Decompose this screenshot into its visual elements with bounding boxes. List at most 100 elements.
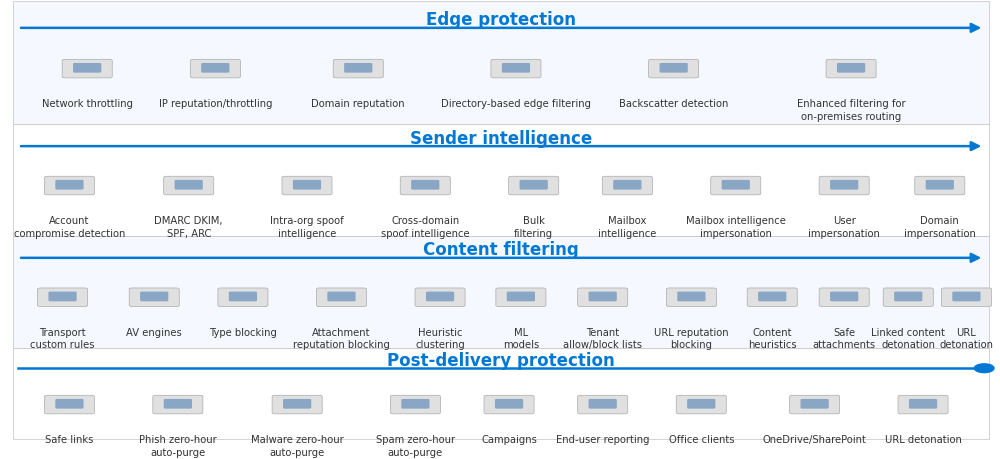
- FancyBboxPatch shape: [747, 288, 797, 307]
- FancyBboxPatch shape: [509, 176, 559, 195]
- FancyBboxPatch shape: [44, 395, 94, 414]
- FancyBboxPatch shape: [316, 288, 367, 307]
- FancyBboxPatch shape: [44, 176, 94, 195]
- Text: Enhanced filtering for
on-premises routing: Enhanced filtering for on-premises routi…: [797, 99, 905, 122]
- FancyBboxPatch shape: [415, 288, 465, 307]
- FancyBboxPatch shape: [38, 288, 88, 307]
- FancyBboxPatch shape: [327, 291, 356, 301]
- FancyBboxPatch shape: [915, 176, 965, 195]
- Text: Post-delivery protection: Post-delivery protection: [387, 352, 615, 370]
- Text: URL
detonation: URL detonation: [939, 328, 993, 350]
- FancyBboxPatch shape: [649, 59, 699, 78]
- Text: Phish zero-hour
auto-purge: Phish zero-hour auto-purge: [139, 435, 217, 458]
- FancyBboxPatch shape: [819, 176, 869, 195]
- FancyBboxPatch shape: [484, 395, 534, 414]
- Text: Campaigns: Campaigns: [481, 435, 537, 445]
- FancyBboxPatch shape: [837, 63, 865, 73]
- FancyBboxPatch shape: [758, 291, 786, 301]
- FancyBboxPatch shape: [578, 395, 628, 414]
- FancyBboxPatch shape: [722, 180, 750, 190]
- Text: Transport
custom rules: Transport custom rules: [30, 328, 95, 350]
- Text: URL detonation: URL detonation: [885, 435, 961, 445]
- Text: Linked content
detonation: Linked content detonation: [871, 328, 945, 350]
- FancyBboxPatch shape: [711, 176, 761, 195]
- FancyBboxPatch shape: [909, 399, 937, 409]
- Text: Account
compromise detection: Account compromise detection: [14, 216, 125, 239]
- FancyBboxPatch shape: [73, 63, 101, 73]
- Text: Content filtering: Content filtering: [423, 241, 579, 259]
- FancyBboxPatch shape: [272, 395, 322, 414]
- FancyBboxPatch shape: [13, 347, 989, 439]
- FancyBboxPatch shape: [687, 399, 715, 409]
- FancyBboxPatch shape: [164, 399, 192, 409]
- FancyBboxPatch shape: [400, 176, 450, 195]
- Text: Safe
attachments: Safe attachments: [813, 328, 876, 350]
- Text: Office clients: Office clients: [669, 435, 734, 445]
- FancyBboxPatch shape: [520, 180, 548, 190]
- FancyBboxPatch shape: [333, 59, 383, 78]
- FancyBboxPatch shape: [894, 291, 922, 301]
- FancyBboxPatch shape: [229, 291, 257, 301]
- FancyBboxPatch shape: [293, 180, 321, 190]
- FancyBboxPatch shape: [175, 180, 203, 190]
- FancyBboxPatch shape: [140, 291, 168, 301]
- FancyBboxPatch shape: [677, 291, 706, 301]
- FancyBboxPatch shape: [496, 288, 546, 307]
- FancyBboxPatch shape: [153, 395, 203, 414]
- Text: DMARC DKIM,
SPF, ARC: DMARC DKIM, SPF, ARC: [154, 216, 223, 239]
- FancyBboxPatch shape: [819, 288, 869, 307]
- FancyBboxPatch shape: [411, 180, 439, 190]
- Text: Network throttling: Network throttling: [42, 99, 133, 109]
- FancyBboxPatch shape: [507, 291, 535, 301]
- Text: Malware zero-hour
auto-purge: Malware zero-hour auto-purge: [251, 435, 344, 458]
- FancyBboxPatch shape: [830, 180, 858, 190]
- Text: Cross-domain
spoof intelligence: Cross-domain spoof intelligence: [381, 216, 470, 239]
- Circle shape: [974, 364, 994, 373]
- Text: Heuristic
clustering: Heuristic clustering: [415, 328, 465, 350]
- Text: Sender intelligence: Sender intelligence: [410, 130, 592, 148]
- FancyBboxPatch shape: [13, 124, 989, 236]
- FancyBboxPatch shape: [426, 291, 454, 301]
- FancyBboxPatch shape: [201, 63, 229, 73]
- Text: Domain reputation: Domain reputation: [311, 99, 405, 109]
- Text: IP reputation/throttling: IP reputation/throttling: [159, 99, 272, 109]
- FancyBboxPatch shape: [190, 59, 240, 78]
- Text: Directory-based edge filtering: Directory-based edge filtering: [441, 99, 591, 109]
- Text: Attachment
reputation blocking: Attachment reputation blocking: [293, 328, 390, 350]
- FancyBboxPatch shape: [502, 63, 530, 73]
- Text: OneDrive/SharePoint: OneDrive/SharePoint: [763, 435, 867, 445]
- FancyBboxPatch shape: [578, 288, 628, 307]
- Text: AV engines: AV engines: [126, 328, 182, 338]
- FancyBboxPatch shape: [55, 399, 84, 409]
- Text: Domain
impersonation: Domain impersonation: [904, 216, 976, 239]
- Text: Mailbox intelligence
impersonation: Mailbox intelligence impersonation: [686, 216, 786, 239]
- FancyBboxPatch shape: [830, 291, 858, 301]
- Text: Intra-org spoof
intelligence: Intra-org spoof intelligence: [270, 216, 344, 239]
- FancyBboxPatch shape: [952, 291, 981, 301]
- FancyBboxPatch shape: [898, 395, 948, 414]
- FancyBboxPatch shape: [55, 180, 84, 190]
- FancyBboxPatch shape: [941, 288, 991, 307]
- Text: Mailbox
intelligence: Mailbox intelligence: [598, 216, 657, 239]
- Text: Bulk
filtering: Bulk filtering: [514, 216, 553, 239]
- FancyBboxPatch shape: [13, 1, 989, 124]
- FancyBboxPatch shape: [283, 399, 311, 409]
- FancyBboxPatch shape: [883, 288, 933, 307]
- FancyBboxPatch shape: [602, 176, 652, 195]
- FancyBboxPatch shape: [826, 59, 876, 78]
- Text: Tenant
allow/block lists: Tenant allow/block lists: [563, 328, 642, 350]
- FancyBboxPatch shape: [491, 59, 541, 78]
- FancyBboxPatch shape: [613, 180, 641, 190]
- Text: Spam zero-hour
auto-purge: Spam zero-hour auto-purge: [376, 435, 455, 458]
- FancyBboxPatch shape: [282, 176, 332, 195]
- FancyBboxPatch shape: [790, 395, 840, 414]
- Text: Safe links: Safe links: [45, 435, 94, 445]
- FancyBboxPatch shape: [589, 399, 617, 409]
- FancyBboxPatch shape: [129, 288, 179, 307]
- FancyBboxPatch shape: [48, 291, 77, 301]
- Text: Content
heuristics: Content heuristics: [748, 328, 797, 350]
- Text: End-user reporting: End-user reporting: [556, 435, 649, 445]
- FancyBboxPatch shape: [344, 63, 372, 73]
- Text: ML
models: ML models: [503, 328, 539, 350]
- FancyBboxPatch shape: [390, 395, 440, 414]
